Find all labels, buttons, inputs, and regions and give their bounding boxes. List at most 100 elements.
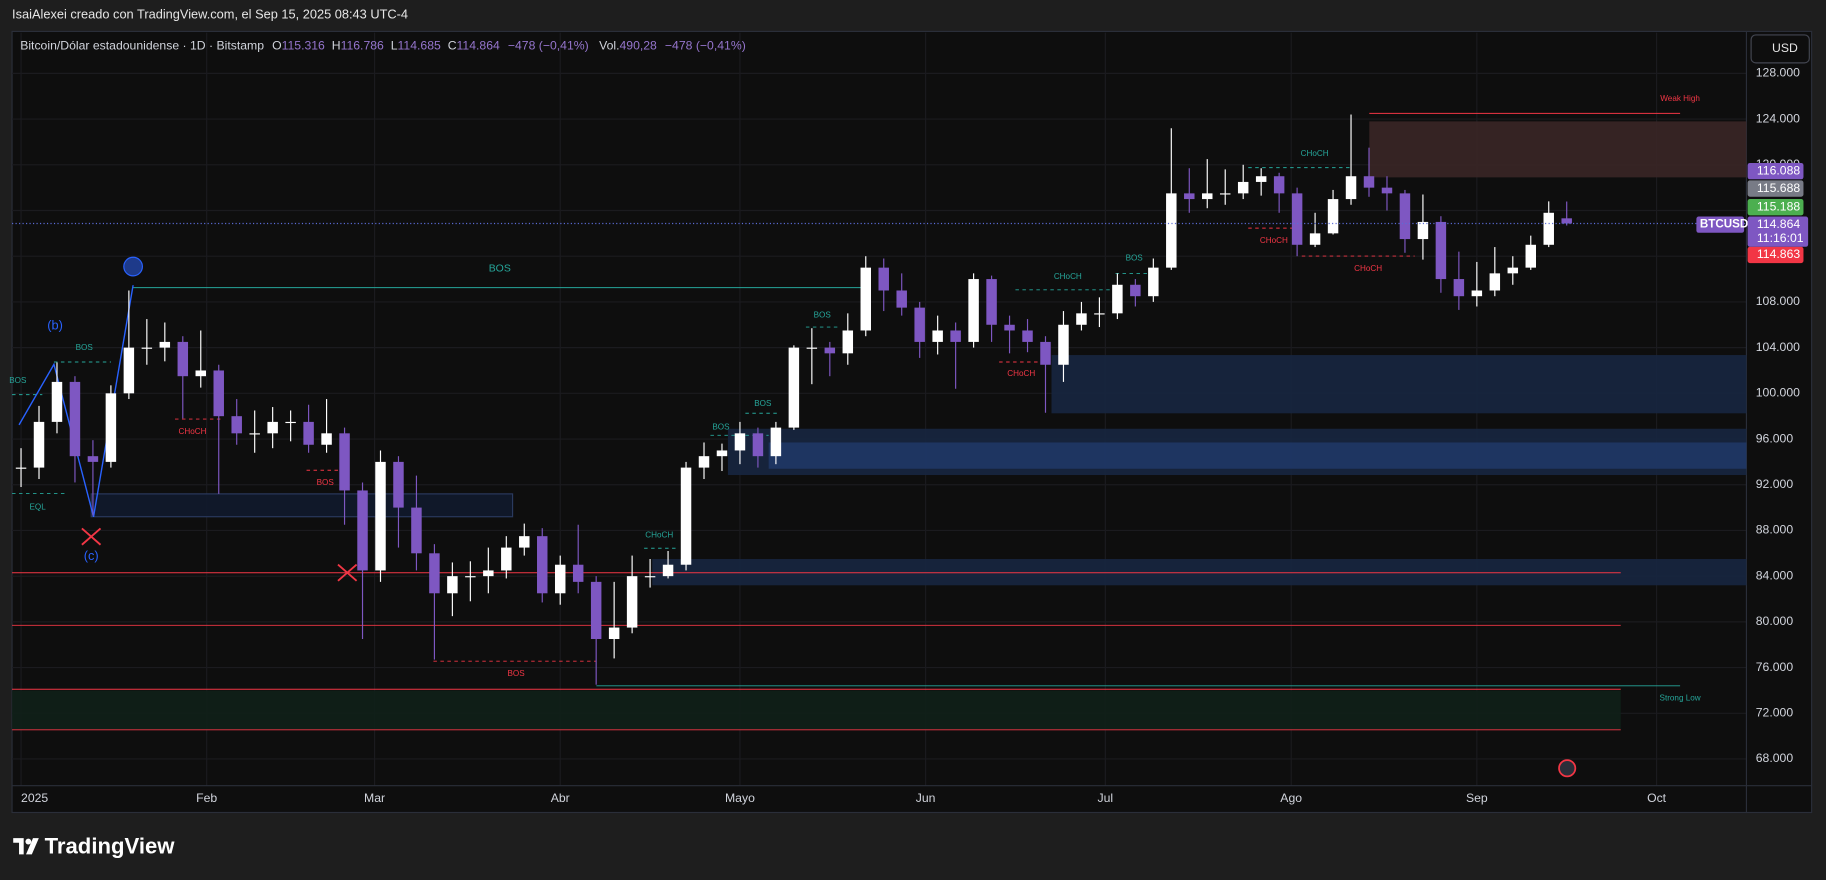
candle-body <box>860 267 872 331</box>
candle-body <box>1399 193 1411 240</box>
y-tick-label: 72.000 <box>1756 706 1794 720</box>
annotation: CHoCH <box>645 531 673 540</box>
candle-body <box>159 341 171 348</box>
candle-body <box>105 393 117 462</box>
x-tick-label: Ago <box>1280 791 1302 805</box>
legend-key: Vol. <box>599 39 619 53</box>
candle-body <box>1507 267 1519 274</box>
candle-body <box>285 421 296 424</box>
annotation: (c) <box>84 548 99 563</box>
candle-body <box>15 467 27 469</box>
candle-body <box>177 341 189 377</box>
event-badge <box>1558 759 1577 778</box>
legend-volume: 490,28 <box>619 39 657 53</box>
y-tick-label: 128.000 <box>1756 66 1800 80</box>
candle-body <box>554 564 566 594</box>
candle-body <box>69 381 81 457</box>
candle-body <box>1489 273 1501 291</box>
candle-body <box>734 433 746 451</box>
candle-body <box>303 421 314 445</box>
candle-body <box>1327 199 1339 234</box>
annotation: BOS <box>814 311 832 320</box>
current-price-tag <box>1747 216 1809 247</box>
candle-body <box>644 576 656 578</box>
annotation: CHoCH <box>1260 236 1288 245</box>
x-tick-label: Feb <box>196 791 217 805</box>
price-tag <box>1747 180 1804 197</box>
candle-body <box>1543 212 1554 245</box>
legend-symbol: Bitcoin/Dólar estadounidense · 1D · Bits… <box>20 39 264 53</box>
annotation: CHoCH <box>1054 272 1082 281</box>
legend-change: −478 (−0,41%) <box>508 39 589 53</box>
price-tag-label: 116.088 <box>1757 163 1800 177</box>
annotation: BOS <box>489 264 511 275</box>
candle-body <box>123 347 135 394</box>
candle-body <box>1417 221 1429 240</box>
candle-body <box>483 570 494 577</box>
candle-body <box>1561 218 1572 224</box>
countdown-label: 11:16:01 <box>1757 231 1804 245</box>
candle-body <box>716 450 728 457</box>
currency-label[interactable]: USD <box>1772 41 1798 55</box>
candle-body <box>1076 313 1087 325</box>
cross-marker <box>337 563 358 582</box>
candle-body <box>1471 290 1483 297</box>
candle-body <box>680 467 692 565</box>
candle-body <box>1040 341 1051 365</box>
candle-body <box>447 576 458 594</box>
candle-body <box>1345 176 1357 200</box>
candle-body <box>698 456 710 468</box>
cross-marker <box>81 527 102 546</box>
candle-body <box>1202 193 1213 200</box>
current-price-label: 114.864 <box>1757 217 1800 231</box>
candle-body <box>1022 330 1033 342</box>
y-tick-label: 84.000 <box>1756 568 1794 582</box>
candle-body <box>1291 193 1303 245</box>
logo-mark <box>13 838 39 855</box>
zone <box>1051 355 1747 414</box>
candle-body <box>1058 324 1069 365</box>
candle-body <box>231 416 242 434</box>
logo-dot <box>25 838 32 845</box>
y-tick-label: 108.000 <box>1756 294 1800 308</box>
plot: 68.000 72.000 76.000 80.000 84.000 88.000 92.0… <box>9 31 1812 813</box>
candle-body <box>33 421 45 468</box>
candle-body <box>1525 244 1537 268</box>
candle-body <box>914 307 925 342</box>
x-tick-label: Oct <box>1647 791 1667 805</box>
y-tick-label: 80.000 <box>1756 614 1794 628</box>
legend-change: −478 (−0,41%) <box>665 39 746 53</box>
price-tag <box>1747 162 1804 180</box>
candle-body <box>321 433 332 445</box>
price-tag-label: 115.688 <box>1757 181 1800 195</box>
y-tick-label: 68.000 <box>1756 751 1794 765</box>
x-tick-label: Mar <box>364 791 385 805</box>
annotation: CHoCH <box>1007 369 1035 378</box>
y-tick-label: 76.000 <box>1756 660 1794 674</box>
annotation: EQL <box>30 503 47 512</box>
wave-point <box>123 256 144 277</box>
legend-key: C <box>448 39 457 53</box>
annotation: CHoCH <box>178 427 206 436</box>
y-tick-label: 104.000 <box>1756 340 1800 354</box>
legend-value: 116.786 <box>341 39 384 53</box>
candle-body <box>1148 267 1159 297</box>
candle-body <box>357 490 368 571</box>
candle-body <box>968 279 979 342</box>
zone <box>652 559 1747 586</box>
logo-text: TradingView <box>45 833 176 858</box>
annotation: BOS <box>317 478 335 487</box>
annotation: CHoCH <box>1301 149 1329 158</box>
currency-button[interactable] <box>1750 34 1810 64</box>
candle-body <box>1112 284 1123 314</box>
candle-body <box>411 507 422 554</box>
legend: Bitcoin/Dólar estadounidense · 1D · Bits… <box>20 39 746 53</box>
candle-body <box>537 536 548 594</box>
legend-key: L <box>391 39 398 53</box>
y-tick-label: 96.000 <box>1756 431 1794 445</box>
candle-body <box>393 461 404 508</box>
zone <box>768 442 1747 469</box>
candle-body <box>626 576 638 628</box>
logo: TradingView <box>13 833 175 858</box>
price-tag <box>1747 246 1804 264</box>
